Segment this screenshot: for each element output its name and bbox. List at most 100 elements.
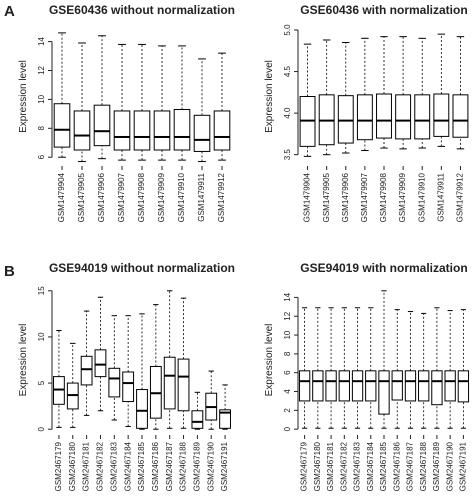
box bbox=[351, 370, 364, 402]
x-tick-label: GSM2467186 bbox=[151, 441, 160, 491]
y-axis-label: Expression level bbox=[264, 324, 275, 397]
x-tick-label: GSM2467190 bbox=[445, 441, 454, 491]
chart-title: GSE60436 without normalization bbox=[49, 3, 235, 17]
x-tick-label: GSM2467190 bbox=[206, 441, 215, 491]
y-tick-label: 6 bbox=[37, 154, 46, 159]
x-tick-label: GSM2467183 bbox=[109, 441, 118, 491]
box bbox=[365, 370, 377, 402]
box bbox=[298, 370, 311, 402]
y-axis-label: Expression level bbox=[264, 60, 275, 133]
x-tick-label: GSM2467182 bbox=[96, 441, 105, 491]
x-tick-label: GSM2467188 bbox=[179, 441, 188, 491]
x-tick-label: GSM1479904 bbox=[57, 172, 66, 222]
x-tick-label: GSM2467184 bbox=[366, 441, 375, 491]
box bbox=[418, 370, 430, 402]
y-tick-label: 12 bbox=[283, 311, 292, 320]
x-tick-label: GSM1479908 bbox=[379, 172, 388, 222]
x-tick-label: GSM1479905 bbox=[322, 172, 331, 222]
y-tick-label: 14 bbox=[37, 37, 46, 46]
x-tick-label: GSM1479912 bbox=[217, 172, 226, 222]
box bbox=[136, 389, 148, 429]
y-tick-label: 4.5 bbox=[283, 65, 292, 77]
box bbox=[356, 94, 373, 141]
x-tick-label: GSM1479911 bbox=[197, 172, 206, 221]
box bbox=[53, 103, 71, 148]
y-axis-label: Expression level bbox=[18, 60, 29, 133]
y-tick-label: 5 bbox=[37, 380, 46, 385]
x-tick-label: GSM2467189 bbox=[192, 441, 201, 491]
box bbox=[163, 356, 176, 410]
panel-label: B bbox=[4, 263, 15, 280]
box bbox=[94, 349, 107, 378]
y-tick-label: 8 bbox=[37, 126, 46, 131]
y-tick-label: 14 bbox=[283, 292, 292, 301]
y-tick-label: 2 bbox=[283, 408, 292, 413]
y-tick-label: 15 bbox=[37, 286, 46, 295]
box bbox=[338, 370, 350, 402]
x-tick-label: GSM2467185 bbox=[379, 441, 388, 491]
box bbox=[337, 95, 354, 144]
box bbox=[391, 370, 403, 401]
box bbox=[395, 94, 412, 140]
box bbox=[93, 104, 111, 147]
box bbox=[378, 370, 390, 415]
x-tick-label: GSM2467180 bbox=[68, 441, 77, 491]
x-tick-label: GSM2467179 bbox=[300, 441, 309, 491]
box bbox=[173, 109, 191, 151]
x-tick-label: GSM2467191 bbox=[458, 441, 467, 491]
x-tick-label: GSM1479912 bbox=[456, 172, 465, 222]
chart-title: GSE60436 with normalization bbox=[300, 3, 467, 17]
x-tick-label: GSM1479905 bbox=[77, 172, 86, 222]
y-tick-label: 3.5 bbox=[283, 149, 292, 161]
y-tick-label: 10 bbox=[283, 330, 292, 339]
x-tick-label: GSM1479910 bbox=[417, 172, 426, 222]
y-axis-label: Expression level bbox=[18, 324, 29, 397]
x-tick-label: GSM1479909 bbox=[398, 172, 407, 222]
x-tick-label: GSM2467189 bbox=[432, 441, 441, 491]
y-tick-label: 0 bbox=[283, 426, 292, 431]
box bbox=[80, 355, 93, 386]
x-tick-label: GSM1479907 bbox=[360, 172, 369, 222]
x-tick-label: GSM2467182 bbox=[339, 441, 348, 491]
x-tick-label: GSM2467185 bbox=[137, 441, 146, 491]
box bbox=[133, 110, 151, 151]
box bbox=[457, 370, 470, 403]
x-tick-label: GSM1479906 bbox=[341, 172, 350, 222]
y-tick-label: 6 bbox=[283, 370, 292, 375]
x-tick-label: GSM2467180 bbox=[313, 441, 322, 491]
box bbox=[444, 370, 456, 402]
box bbox=[431, 370, 443, 406]
box bbox=[113, 110, 131, 151]
box bbox=[73, 110, 91, 151]
x-tick-label: GSM1479911 bbox=[436, 172, 445, 221]
x-tick-label: GSM2467186 bbox=[392, 441, 401, 491]
box bbox=[213, 110, 231, 151]
chart-title: GSE94019 without normalization bbox=[49, 261, 235, 275]
chart-title: GSE94019 with normalization bbox=[300, 261, 467, 275]
x-tick-label: GSM2467179 bbox=[54, 441, 63, 491]
box bbox=[153, 110, 171, 151]
panel-label: A bbox=[4, 3, 15, 20]
box bbox=[122, 371, 135, 403]
x-tick-label: GSM1479909 bbox=[157, 172, 166, 222]
y-tick-label: 0 bbox=[37, 426, 46, 431]
x-tick-label: GSM1479904 bbox=[303, 172, 312, 222]
x-tick-label: GSM2467181 bbox=[326, 441, 335, 491]
x-tick-label: GSM1479906 bbox=[97, 172, 106, 222]
y-tick-label: 12 bbox=[37, 65, 46, 74]
box bbox=[433, 93, 450, 137]
x-tick-label: GSM2467181 bbox=[82, 441, 91, 491]
box bbox=[191, 410, 204, 429]
box bbox=[404, 370, 417, 402]
y-tick-label: 4.0 bbox=[283, 107, 292, 119]
box bbox=[325, 370, 337, 402]
x-tick-label: GSM1479907 bbox=[117, 172, 126, 222]
box bbox=[312, 370, 324, 402]
y-tick-label: 4 bbox=[283, 389, 292, 394]
x-tick-label: GSM2467187 bbox=[165, 441, 174, 491]
y-tick-label: 10 bbox=[37, 332, 46, 341]
x-tick-label: GSM2467191 bbox=[220, 441, 229, 491]
x-tick-label: GSM2467188 bbox=[419, 441, 428, 491]
x-tick-label: GSM1479910 bbox=[177, 172, 186, 222]
